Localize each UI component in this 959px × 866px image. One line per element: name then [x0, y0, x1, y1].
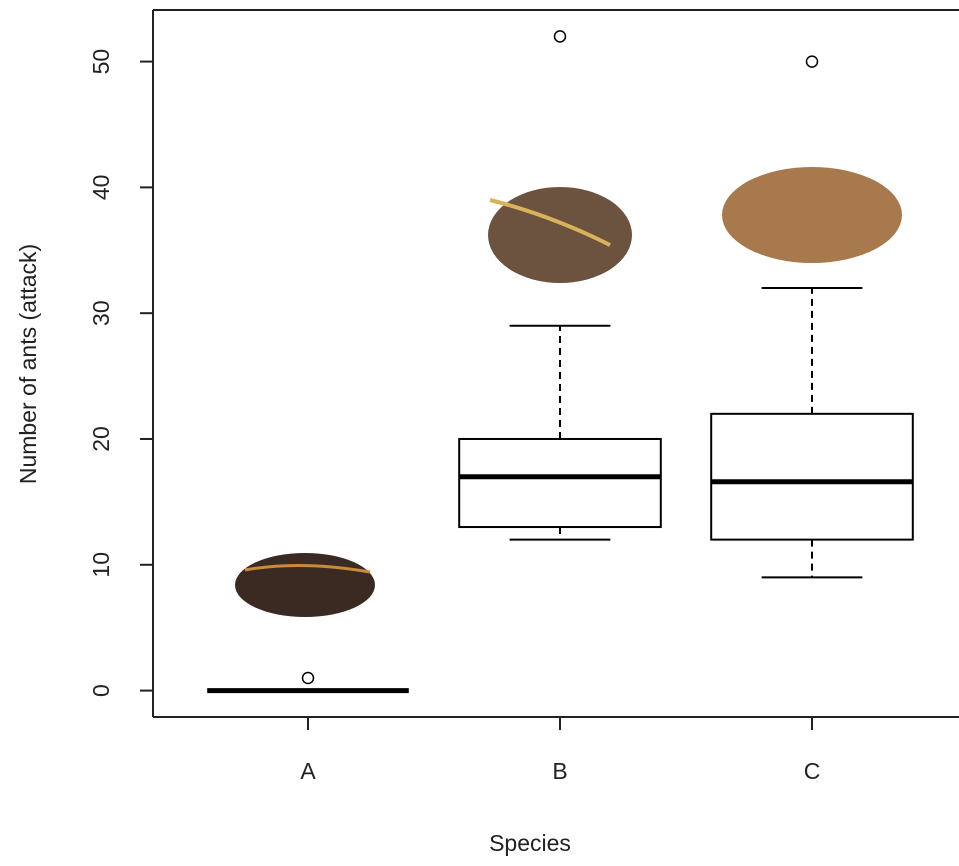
y-tick-label: 0 [88, 684, 114, 697]
outlier [555, 31, 566, 42]
x-tick-label: A [300, 758, 316, 784]
frog-b [488, 187, 632, 283]
y-tick-label: 30 [88, 300, 114, 326]
box [711, 414, 913, 540]
outlier [807, 56, 818, 67]
y-tick-label: 10 [88, 552, 114, 578]
frog-a [235, 553, 375, 617]
box [459, 439, 661, 527]
y-tick-label: 40 [88, 175, 114, 201]
page: Species Number of ants (attack) 0 10 20 30 4… [0, 0, 959, 866]
x-axis-title: Species [489, 830, 571, 856]
x-tick-label: C [804, 758, 821, 784]
frog-c [722, 167, 902, 263]
outlier [303, 673, 314, 684]
y-axis-title: Number of ants (attack) [15, 244, 41, 484]
x-tick-label: B [552, 758, 567, 784]
y-tick-label: 50 [88, 49, 114, 75]
chart: Species Number of ants (attack) 0 10 20 30 4… [0, 0, 959, 866]
y-tick-label: 20 [88, 426, 114, 452]
frog-illustrations [235, 167, 902, 617]
